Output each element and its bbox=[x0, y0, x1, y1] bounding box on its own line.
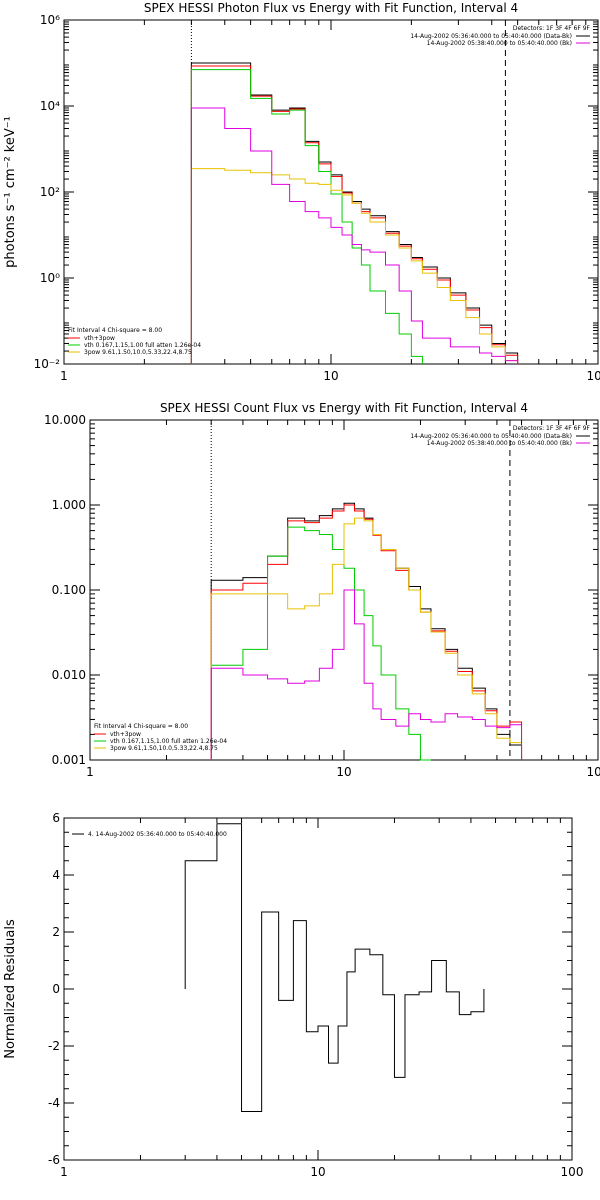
fit-legend-entry: vth+3pow bbox=[110, 731, 141, 738]
fit-legend-entry: vth+3pow bbox=[84, 335, 115, 342]
series-line-0 bbox=[210, 502, 523, 760]
legend-entry: 14-Aug-2002 05:36:40.000 to 05:40:40.000… bbox=[410, 433, 572, 440]
y-tick-label: 1.000 bbox=[52, 498, 86, 512]
series-line-3 bbox=[190, 168, 519, 364]
chart-title: SPEX HESSI Count Flux vs Energy with Fit… bbox=[160, 401, 528, 415]
x-tick-label: 1 bbox=[60, 369, 68, 383]
fit-legend-header: Fit Interval 4 Chi-square = 8.00 bbox=[94, 723, 188, 730]
count-flux-panel: SPEX HESSI Count Flux vs Energy with Fit… bbox=[44, 401, 600, 779]
x-tick-label: 100 bbox=[561, 1165, 584, 1179]
legend-header: Detectors: 1F 3F 4F 6F 9F bbox=[513, 25, 591, 32]
y-tick-label: 10² bbox=[40, 185, 60, 199]
x-tick-label: 1 bbox=[86, 765, 94, 779]
y-axis-label: photons s⁻¹ cm⁻² keV⁻¹ bbox=[3, 116, 18, 268]
x-tick-label: 1 bbox=[60, 1165, 68, 1179]
y-tick-label: 2 bbox=[52, 925, 60, 939]
y-tick-label: 0 bbox=[52, 982, 60, 996]
series-line-3 bbox=[210, 517, 523, 760]
y-tick-label: 10⁴ bbox=[40, 99, 60, 113]
photon-flux-panel: SPEX HESSI Photon Flux vs Energy with Fi… bbox=[3, 1, 600, 383]
x-tick-label: 100 bbox=[587, 765, 600, 779]
legend-entry: 14-Aug-2002 05:36:40.000 to 05:40:40.000… bbox=[410, 33, 572, 40]
series-line-2 bbox=[210, 526, 431, 761]
x-tick-label: 10 bbox=[310, 1165, 325, 1179]
x-tick-label: 10 bbox=[323, 369, 338, 383]
legend-header: Detectors: 1F 3F 4F 6F 9F bbox=[513, 425, 591, 432]
plot-frame bbox=[63, 817, 573, 1161]
y-tick-label: 10⁻² bbox=[34, 357, 61, 371]
y-tick-label: 0.010 bbox=[52, 668, 86, 682]
y-tick-label: 10.000 bbox=[44, 413, 86, 427]
chart-title: SPEX HESSI Photon Flux vs Energy with Fi… bbox=[144, 1, 518, 15]
x-tick-label: 10 bbox=[336, 765, 351, 779]
y-tick-label: 0.100 bbox=[52, 583, 86, 597]
fit-legend-entry: vth 0.167,1.15,1.00 full atten 1.26e-04 bbox=[110, 738, 227, 745]
x-tick-label: 100 bbox=[587, 369, 600, 383]
series-line-1 bbox=[190, 65, 519, 364]
y-tick-label: 10⁶ bbox=[40, 13, 60, 27]
y-tick-label: -4 bbox=[48, 1096, 60, 1110]
y-tick-label: 0.001 bbox=[52, 753, 86, 767]
series-line-0 bbox=[190, 62, 519, 364]
series-line-4 bbox=[190, 107, 519, 364]
legend-entry: 14-Aug-2002 05:38:40.000 to 05:40:40.000… bbox=[427, 440, 572, 447]
series-line-1 bbox=[210, 504, 523, 760]
legend-entry: 4. 14-Aug-2002 05:36:40.000 to 05:40:40.… bbox=[88, 831, 227, 838]
y-tick-label: 4 bbox=[52, 868, 60, 882]
series-line-4 bbox=[210, 589, 523, 760]
y-tick-label: 10⁰ bbox=[40, 271, 60, 285]
y-axis-label: Normalized Residuals bbox=[3, 919, 18, 1059]
fit-legend-entry: 3pow 9.61,1.50,10.0,5.33,22.4,8.75 bbox=[84, 349, 192, 356]
series-line-2 bbox=[190, 69, 423, 364]
y-tick-label: -2 bbox=[48, 1039, 60, 1053]
fit-legend-entry: 3pow 9.61,1.50,10.0,5.33,22.4,8.75 bbox=[110, 745, 218, 752]
legend-entry: 14-Aug-2002 05:38:40.000 to 05:40:40.000… bbox=[427, 40, 572, 47]
series-line-0 bbox=[184, 823, 485, 1113]
fit-legend-entry: vth 0.167,1.15,1.00 full atten 1.26e-04 bbox=[84, 342, 201, 349]
y-tick-label: -6 bbox=[48, 1153, 60, 1167]
residuals-panel: 1 10 100 -6 -4 -2 0 2 4 6 Normalized Residuals 4. 1… bbox=[3, 811, 583, 1179]
fit-legend-header: Fit Interval 4 Chi-square = 8.00 bbox=[68, 327, 162, 334]
y-tick-label: 6 bbox=[52, 811, 60, 825]
